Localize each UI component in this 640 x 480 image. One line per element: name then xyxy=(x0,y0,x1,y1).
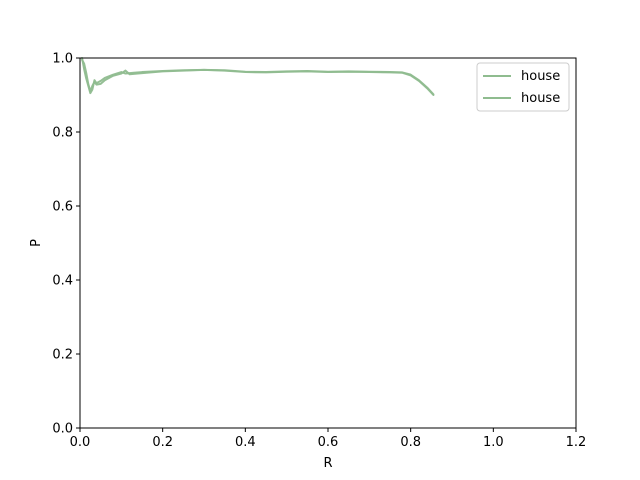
plot-layer xyxy=(81,57,435,96)
y-tick-label-4: 0.8 xyxy=(52,126,73,141)
x-tick-label-4: 0.8 xyxy=(400,435,421,450)
y-axis: 0.0 0.2 0.4 0.6 0.8 1.0 xyxy=(52,52,80,437)
x-tick-label-6: 1.2 xyxy=(566,435,587,450)
x-tick-label-5: 1.0 xyxy=(483,435,504,450)
y-tick-label-0: 0.0 xyxy=(52,422,73,437)
y-tick-label-5: 1.0 xyxy=(52,52,73,67)
x-axis: 0.0 0.2 0.4 0.6 0.8 1.0 1.2 xyxy=(70,428,587,450)
series-line-2 xyxy=(81,58,435,96)
x-axis-label: R xyxy=(323,456,332,471)
legend-label-1: house xyxy=(521,69,560,84)
plot-frame xyxy=(79,57,577,429)
x-tick-label-3: 0.6 xyxy=(318,435,339,450)
legend-label-2: house xyxy=(521,91,560,106)
y-tick-label-2: 0.4 xyxy=(52,274,73,289)
y-tick-label-1: 0.2 xyxy=(52,348,73,363)
series-line-1 xyxy=(81,57,435,96)
x-tick-label-1: 0.2 xyxy=(152,435,173,450)
y-tick-label-3: 0.6 xyxy=(52,200,73,215)
legend: house house xyxy=(476,62,570,112)
x-tick-label-2: 0.4 xyxy=(235,435,256,450)
x-tick-label-0: 0.0 xyxy=(70,435,91,450)
y-axis-label: P xyxy=(29,239,44,247)
